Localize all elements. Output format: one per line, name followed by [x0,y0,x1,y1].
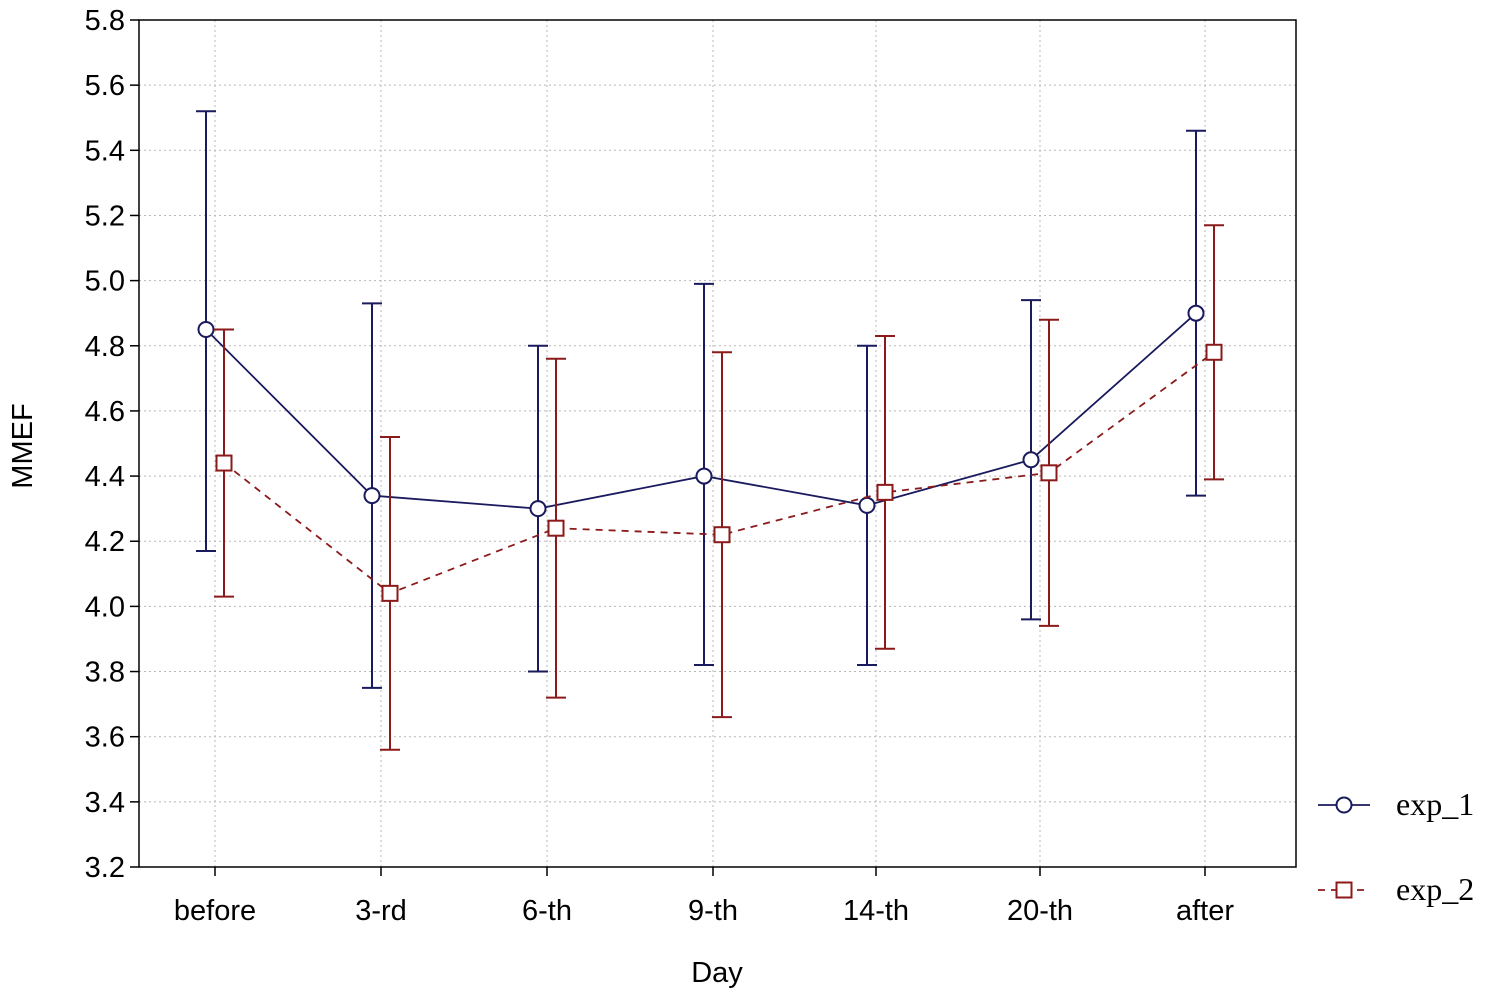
legend-label: exp_1 [1396,786,1474,822]
y-tick-label: 3.6 [85,722,125,754]
legend: exp_1 exp_2 [1318,786,1474,907]
series-exp_1 [196,110,1206,689]
y-tick-label: 4.0 [85,591,125,623]
data-point [215,454,233,472]
data-point [713,526,731,544]
legend-marker [1335,881,1353,899]
legend-label: exp_2 [1396,871,1474,907]
y-tick-label: 5.8 [85,5,125,37]
x-tick-label: after [1176,895,1234,927]
y-tick-label: 5.2 [85,200,125,232]
y-axis-ticks: 5.8 5.6 5.4 5.2 5.0 4.8 4.6 4.4 4.2 4.0 3.8 3.6 3.4 3… [85,5,139,884]
data-point [1022,451,1040,469]
x-tick-label: 6-th [522,895,572,927]
x-axis-ticks: before 3-rd 6-th 9-th 14-th 20-th after [174,867,1234,927]
data-point [197,320,215,338]
x-tick-label: 20-th [1007,895,1073,927]
x-axis-title: Day [691,957,743,989]
plot-frame [138,19,1297,868]
y-tick-label: 3.2 [85,852,125,884]
x-tick-label: 14-th [843,895,909,927]
grid [139,20,1296,867]
y-tick-label: 4.4 [85,461,125,493]
data-point [1205,343,1223,361]
legend-marker [1335,796,1353,814]
y-tick-label: 5.0 [85,266,125,298]
y-tick-label: 5.4 [85,135,125,167]
series-exp_2 [214,224,1224,751]
y-tick-label: 5.6 [85,70,125,102]
data-point [1187,304,1205,322]
y-tick-label: 3.8 [85,657,125,689]
series [196,110,1224,751]
data-point [1040,464,1058,482]
y-axis-title: MMEF [7,403,39,488]
data-point [529,500,547,518]
data-point [858,496,876,514]
legend-item-exp_1: exp_1 [1318,786,1474,822]
data-point [876,483,894,501]
y-tick-label: 4.8 [85,331,125,363]
y-tick-label: 4.6 [85,396,125,428]
x-tick-label: 9-th [688,895,738,927]
x-tick-label: 3-rd [355,895,407,927]
y-tick-label: 3.4 [85,787,125,819]
data-point [695,467,713,485]
x-tick-label: before [174,895,256,927]
data-point [363,487,381,505]
data-point [547,519,565,537]
data-point [381,584,399,602]
legend-item-exp_2: exp_2 [1318,871,1474,907]
y-tick-label: 4.2 [85,526,125,558]
